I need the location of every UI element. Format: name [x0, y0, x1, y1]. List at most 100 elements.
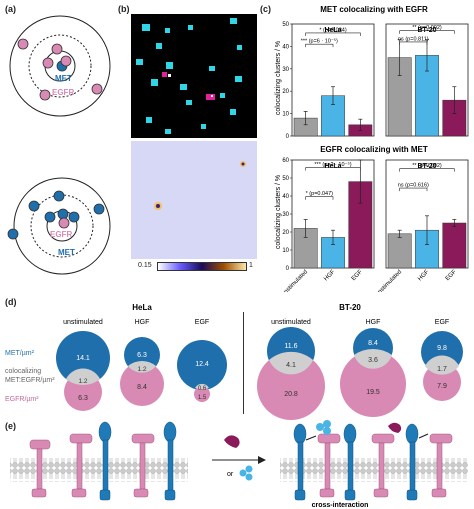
cond-title: EGF — [435, 319, 449, 326]
cond-title: HGF — [135, 319, 150, 326]
venn-bt20-egf: 9.8 1.7 7.9 — [421, 331, 463, 401]
legend-met: MET/µm² — [5, 350, 34, 357]
y-tick-label: 20 — [282, 89, 289, 95]
ylabel-top: colocalizing clusters / % — [275, 41, 282, 115]
significance-bracket — [305, 32, 361, 36]
met-value: 12.4 — [195, 361, 209, 368]
y-tick-label: 40 — [282, 44, 289, 50]
egfr-value: 6.3 — [78, 395, 88, 402]
significance-bracket — [399, 30, 455, 34]
significance-bracket — [399, 41, 428, 45]
panel-label-b: (b) — [118, 4, 130, 14]
y-tick-label: 50 — [282, 22, 289, 28]
concentric-diagram-top: MET EGFR — [9, 15, 111, 117]
receptors-left — [29, 421, 177, 501]
coloc-value: 1.7 — [437, 366, 447, 373]
subplot-title: HeLa — [324, 163, 341, 170]
correlation-map — [131, 141, 257, 259]
venn-hela-unstimulated: 14.1 1.2 6.3 — [56, 331, 110, 411]
x-tick-label: unstimulated — [281, 269, 309, 292]
significance-label: *** (p=2 · 10⁻⁵) — [314, 161, 351, 168]
panel-c-charts: MET colocalizing with EGFR EGFR colocali… — [275, 5, 469, 292]
coloc-value: 1.2 — [78, 378, 87, 385]
panel-label-c: (c) — [260, 4, 271, 14]
y-tick-label: 50 — [282, 176, 289, 182]
bar — [387, 233, 412, 269]
panel-e-schematic: or cross-interaction — [10, 420, 468, 509]
concentric-diagram-bottom: EGFR MET — [7, 177, 111, 275]
met-value: 11.6 — [284, 343, 297, 350]
cross-interaction-label: cross-interaction — [312, 502, 369, 509]
cond-title: unstimulated — [271, 319, 311, 326]
egf-ligand-icon — [224, 435, 240, 448]
y-tick-label: 10 — [282, 248, 289, 254]
legend-coloc-2: MET:EGFR/µm² — [5, 377, 55, 384]
bar — [442, 222, 467, 269]
significance-label: ns (p=0.811) — [398, 36, 429, 42]
ylabel-bottom: colocalizing clusters / % — [275, 175, 282, 249]
significance-label: * (p=0.047) — [306, 191, 334, 197]
y-tick-label: 60 — [282, 158, 289, 164]
panel-d-venn: HeLa BT-20 unstimulated HGF EGF unstimul… — [56, 303, 463, 420]
y-tick-label: 10 — [282, 112, 289, 118]
chart-title-top: MET colocalizing with EGFR — [320, 5, 428, 14]
venn-bt20-hgf: 8.4 3.6 19.5 — [340, 328, 406, 417]
significance-label: ** (p=0.002) — [412, 25, 442, 31]
x-tick-label: unstimulated — [375, 269, 403, 292]
egfr-value: 8.4 — [137, 384, 147, 391]
x-tick-label: EGF — [445, 269, 458, 282]
group-divider — [243, 312, 244, 414]
panel-a-schematic: MET EGFR EGFR MET — [7, 15, 111, 275]
or-label: or — [227, 471, 234, 478]
microscopy-image — [131, 14, 257, 138]
egfr-value: 7.9 — [437, 383, 447, 390]
y-tick-label: 30 — [282, 212, 289, 218]
coloc-value: 1.2 — [137, 366, 146, 373]
met-value: 14.1 — [76, 355, 90, 362]
egfr-label-top: EGFR — [52, 88, 74, 97]
colorbar-min-label: 0.15 — [138, 262, 152, 269]
met-value: 6.3 — [137, 352, 147, 359]
cond-title: EGF — [195, 319, 209, 326]
egfr-label-bottom: EGFR — [50, 230, 72, 239]
y-tick-label: 20 — [282, 230, 289, 236]
venn-bt20-unstimulated: 11.6 4.1 20.8 — [257, 327, 325, 420]
coloc-value: 4.1 — [286, 362, 296, 369]
significance-label: ns (p=0.616) — [398, 183, 429, 189]
subplot-title: BT-20 — [417, 163, 436, 170]
cond-title: unstimulated — [63, 319, 103, 326]
egfr-value: 1.5 — [198, 395, 207, 401]
membrane-left — [10, 458, 188, 482]
group-title-bt20: BT-20 — [339, 303, 361, 312]
y-tick-label: 0 — [286, 134, 290, 140]
x-tick-label: EGF — [351, 269, 364, 282]
significance-bracket — [305, 43, 334, 48]
legend-coloc-1: colocalizing — [5, 368, 42, 375]
y-tick-label: 0 — [286, 266, 290, 272]
chart-title-bottom: EGFR colocalizing with MET — [320, 145, 428, 154]
met-label-bottom: MET — [58, 248, 75, 257]
group-title-hela: HeLa — [132, 303, 152, 312]
legend-egfr: EGFR/µm² — [5, 396, 39, 403]
egfr-value: 19.5 — [366, 389, 380, 396]
significance-bracket — [305, 196, 334, 200]
met-value: 8.4 — [368, 340, 378, 347]
met-label-top: MET — [55, 74, 72, 83]
colorbar — [157, 262, 247, 271]
x-tick-label: HGF — [417, 269, 430, 282]
significance-label: ** (p=0.002) — [412, 163, 442, 169]
coloc-value: 0.6 — [198, 386, 207, 392]
met-value: 9.8 — [437, 345, 447, 352]
significance-bracket — [399, 187, 428, 192]
venn-hela-hgf: 6.3 1.2 8.4 — [120, 337, 164, 406]
significance-bracket — [305, 167, 361, 171]
cond-title: HGF — [366, 319, 381, 326]
egfr-value: 20.8 — [284, 391, 298, 398]
venn-hela-egf: 12.4 0.6 1.5 — [177, 340, 227, 402]
hgf-ligand-icon — [239, 465, 253, 481]
significance-label: * (p=0.034) — [319, 27, 347, 33]
colorbar-max-label: 1 — [249, 262, 253, 269]
significance-label: *** (p=6 · 10⁻⁵) — [301, 38, 338, 45]
subplot-title: HeLa — [324, 27, 341, 34]
panel-label-a: (a) — [5, 4, 16, 14]
